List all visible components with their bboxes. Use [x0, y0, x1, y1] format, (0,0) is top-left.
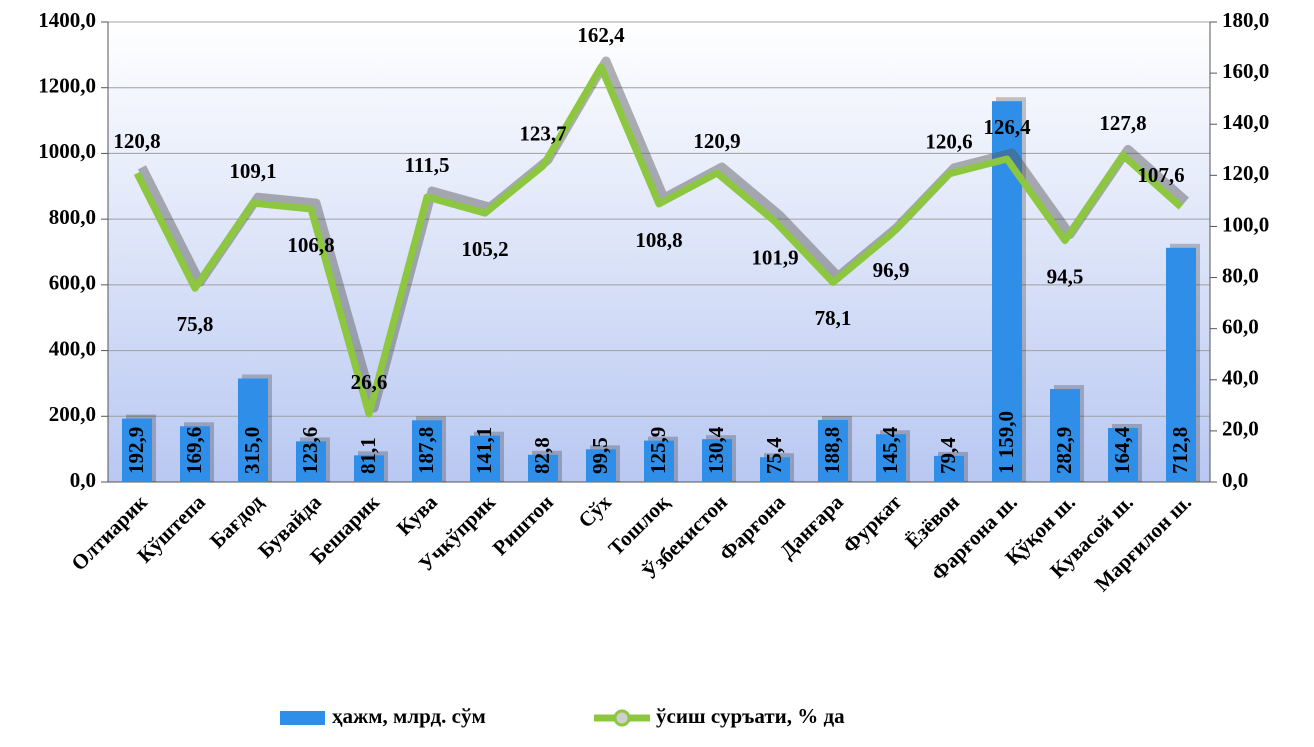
- y2-tick-label: 160,0: [1222, 59, 1269, 83]
- x-tick-label: Данғара: [775, 490, 848, 563]
- line-value-label: 120,8: [113, 129, 160, 153]
- legend-swatch: [280, 711, 325, 725]
- y2-tick-label: 60,0: [1222, 314, 1259, 338]
- bar: [1108, 427, 1138, 482]
- line-value-label: 120,9: [693, 129, 740, 153]
- line-value-label: 101,9: [751, 245, 798, 269]
- bar-value-label: 164,4: [1110, 426, 1134, 474]
- bar: [644, 440, 674, 482]
- y2-tick-label: 20,0: [1222, 417, 1259, 441]
- line: [133, 63, 1184, 418]
- y-tick-label: 800,0: [49, 205, 96, 229]
- bar-value-label: 315,0: [240, 427, 264, 474]
- bar: [412, 420, 442, 482]
- bar: [760, 457, 790, 482]
- line-value-label: 105,2: [461, 237, 508, 261]
- bar: [876, 434, 906, 482]
- bar-value-label: 712,8: [1168, 427, 1192, 474]
- bar: [122, 418, 152, 482]
- bar: [1050, 389, 1080, 482]
- legend-label: ўсиш суръати, % да: [656, 704, 845, 728]
- bar-value-label: 79,4: [936, 437, 960, 474]
- bar: [296, 441, 326, 482]
- bar-value-label: 188,8: [820, 427, 844, 474]
- bar-value-label: 99,5: [588, 437, 612, 474]
- legend-label: ҳажм, млрд. сўм: [332, 704, 486, 728]
- bar-value-label: 125,9: [646, 427, 670, 474]
- line-value-label: 109,1: [229, 159, 276, 183]
- bar: [354, 455, 384, 482]
- bar-value-label: 141,1: [472, 427, 496, 474]
- line-value-label: 127,8: [1099, 111, 1146, 135]
- bar-value-label: 75,4: [762, 437, 786, 474]
- bar-value-label: 130,4: [704, 426, 728, 474]
- plot-area: [108, 22, 1210, 482]
- bar: [818, 419, 848, 482]
- line-value-label: 94,5: [1047, 264, 1084, 288]
- y2-tick-label: 0,0: [1222, 468, 1248, 492]
- bar: [470, 435, 500, 482]
- bar: [238, 378, 268, 482]
- x-tick-label: Фуркат: [838, 489, 907, 558]
- y-tick-label: 1000,0: [38, 139, 96, 163]
- line-value-label: 126,4: [983, 115, 1031, 139]
- y-tick-label: 0,0: [70, 468, 96, 492]
- bar: [180, 426, 210, 482]
- line-value-label: 108,8: [635, 228, 682, 252]
- bar-value-label: 282,9: [1052, 427, 1076, 474]
- x-tick-label: Риштон: [488, 490, 558, 560]
- bar-value-label: 81,1: [356, 437, 380, 474]
- x-tick-label: Сўх: [573, 490, 616, 533]
- bar-value-label: 192,9: [124, 427, 148, 474]
- bar: [528, 454, 558, 482]
- x-tick-label: Олтиарик: [66, 489, 152, 575]
- legend-marker: [613, 709, 631, 727]
- bar: [702, 439, 732, 482]
- line-value-label: 111,5: [405, 153, 450, 177]
- line-value-label: 120,6: [925, 130, 972, 154]
- y2-tick-label: 80,0: [1222, 263, 1259, 287]
- bar: [934, 455, 964, 482]
- bar-value-label: 82,8: [530, 437, 554, 474]
- line-value-label: 107,6: [1137, 163, 1184, 187]
- line-value-label: 106,8: [287, 233, 334, 257]
- bar-value-label: 145,4: [878, 426, 902, 474]
- bar-value-label: 1 159,0: [994, 411, 1018, 474]
- line-value-label: 123,7: [519, 122, 566, 146]
- bar: [1166, 247, 1196, 482]
- x-tick-label: Кува: [392, 490, 443, 541]
- bar-value-label: 123,6: [298, 427, 322, 474]
- line-value-label: 78,1: [815, 306, 852, 330]
- y-tick-label: 1200,0: [38, 74, 96, 98]
- y-tick-label: 1400,0: [38, 8, 96, 32]
- y2-tick-label: 140,0: [1222, 110, 1269, 134]
- line-value-label: 75,8: [177, 312, 214, 336]
- line-value-label: 162,4: [577, 23, 625, 47]
- y2-tick-label: 40,0: [1222, 366, 1259, 390]
- bar-value-label: 187,8: [414, 427, 438, 474]
- y-tick-label: 600,0: [49, 271, 96, 295]
- bar-value-label: 169,6: [182, 427, 206, 474]
- y-tick-label: 200,0: [49, 402, 96, 426]
- line-value-label: 26,6: [351, 370, 388, 394]
- line-value-label: 96,9: [873, 258, 910, 282]
- y2-tick-label: 120,0: [1222, 161, 1269, 185]
- bar: [586, 449, 616, 482]
- y2-tick-label: 180,0: [1222, 8, 1269, 32]
- y-tick-label: 400,0: [49, 336, 96, 360]
- y2-tick-label: 100,0: [1222, 212, 1269, 236]
